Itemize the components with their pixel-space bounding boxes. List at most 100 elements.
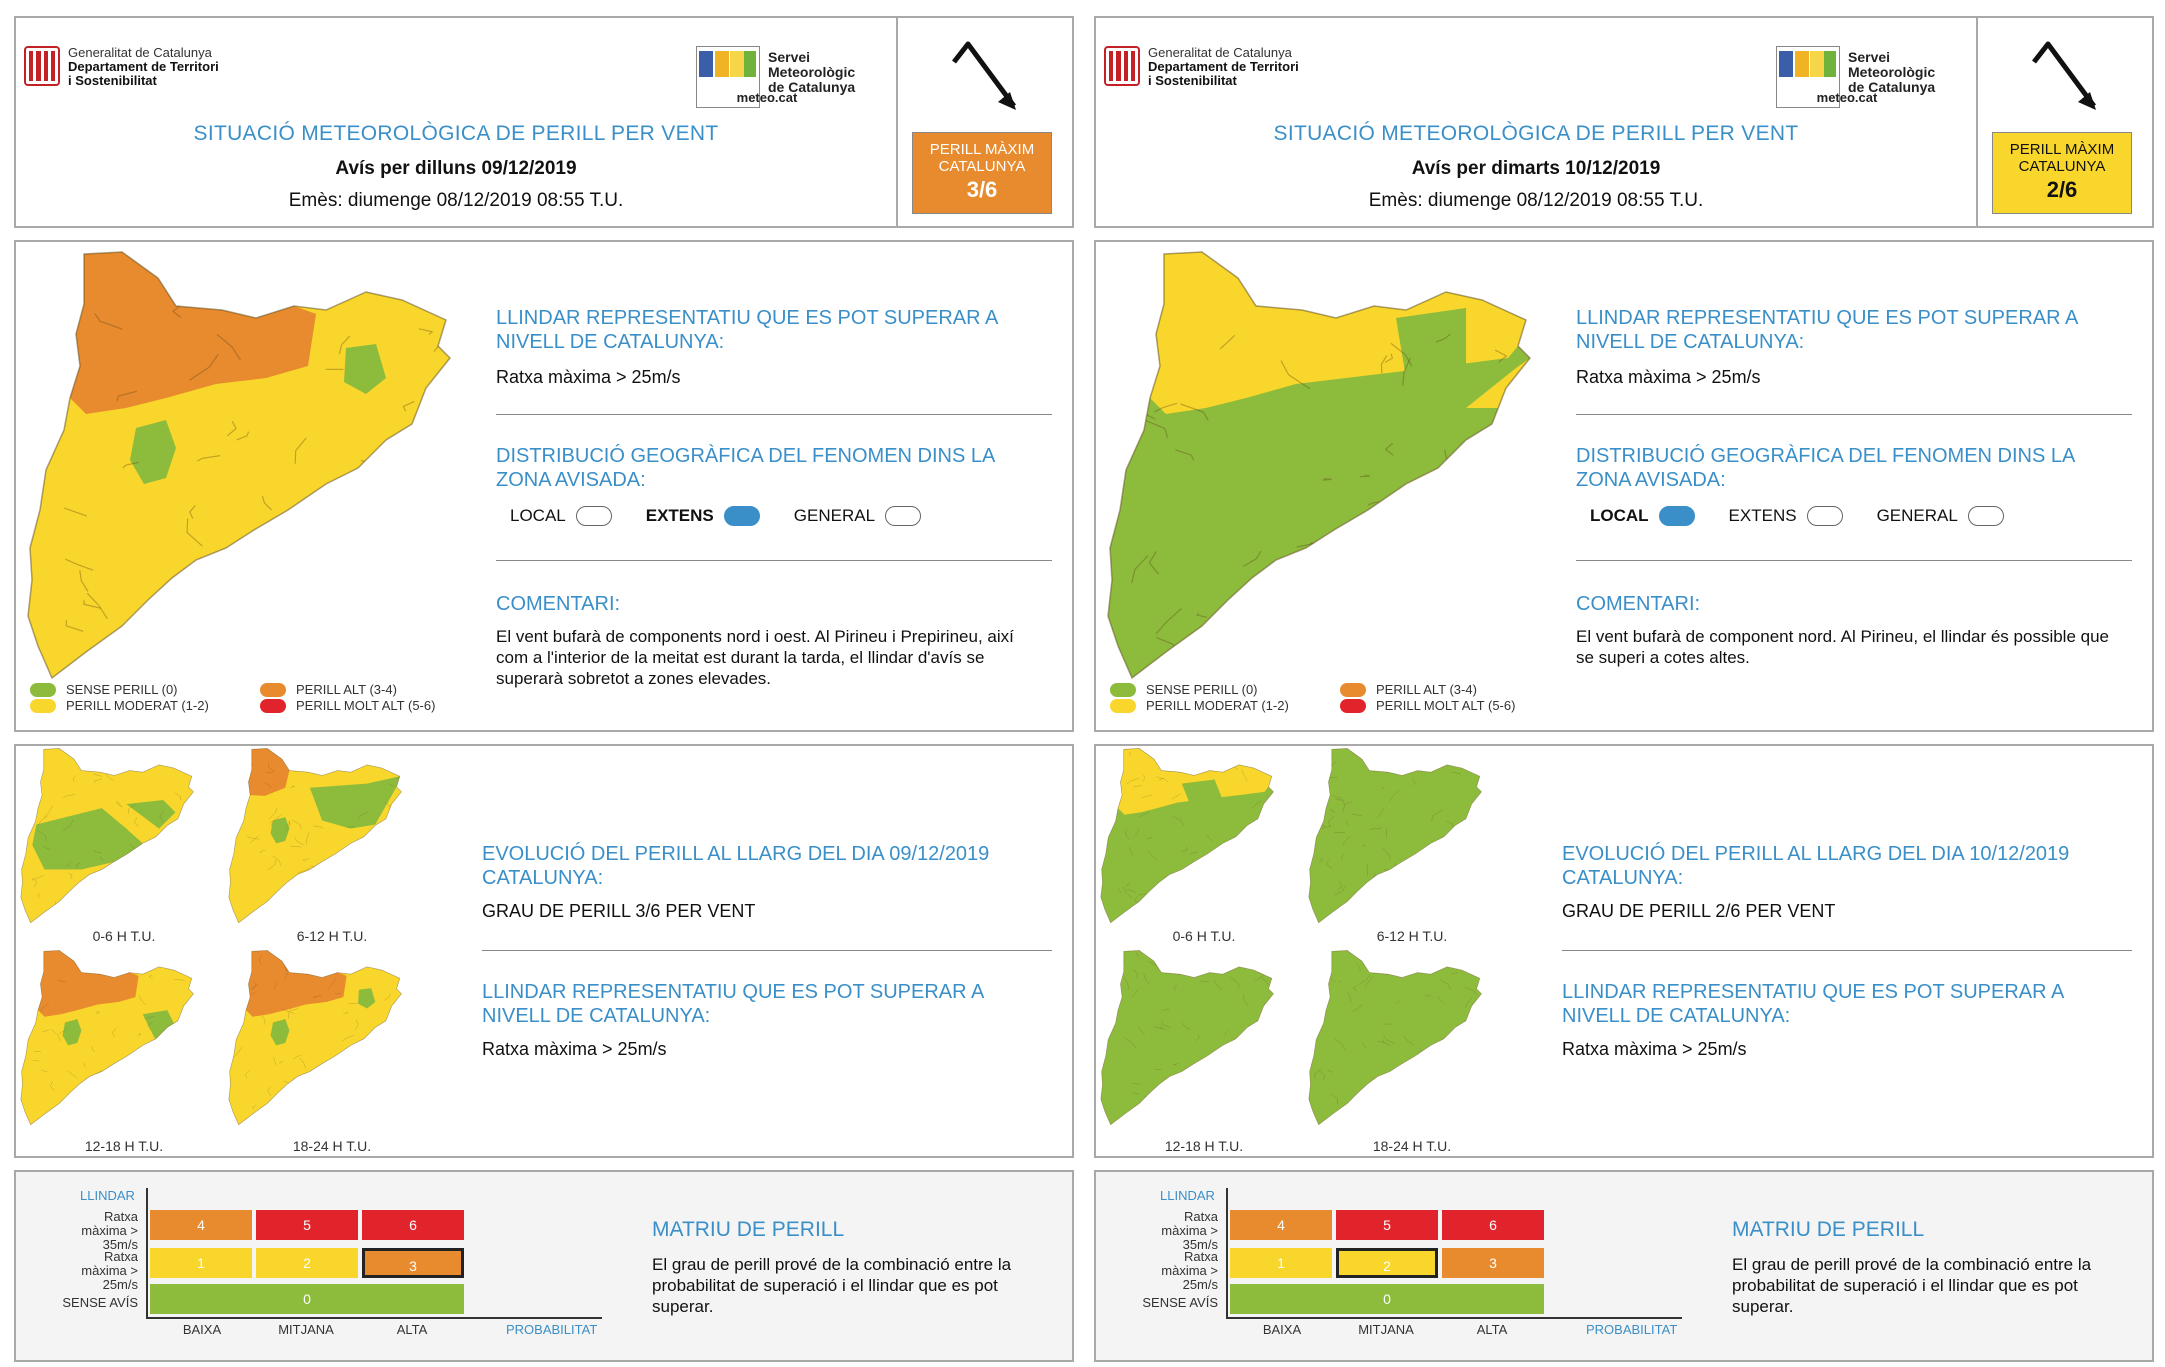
warning-date: Avís per dilluns 09/12/2019: [335, 158, 577, 179]
county-border: [383, 993, 391, 1001]
county-border: [1156, 776, 1169, 783]
county-border: [1464, 987, 1477, 995]
county-border: [93, 1116, 99, 1125]
county-border: [71, 1093, 75, 1099]
gencat-line-2: Departament de Territori: [68, 59, 219, 74]
county-border: [1487, 505, 1513, 508]
county-border: [1280, 360, 1311, 390]
county-border: [1180, 846, 1188, 853]
county-border: [1353, 1096, 1365, 1101]
county-border: [65, 620, 84, 632]
county-border: [293, 595, 307, 621]
county-border: [1113, 261, 1132, 273]
threshold-text: Ratxa màxima > 25m/s: [496, 367, 681, 387]
county-border: [1147, 850, 1158, 861]
county-border: [159, 810, 165, 822]
matrix-y-axis: [1226, 1188, 1228, 1319]
distribution-options: LOCAL EXTENS GENERAL: [510, 506, 955, 526]
legend-alt: PERILL ALT (3-4): [1376, 682, 1477, 697]
county-border: [1453, 1055, 1461, 1065]
county-border: [143, 622, 165, 639]
region-green: [126, 800, 176, 829]
county-border: [268, 807, 278, 820]
county-border: [1138, 1026, 1145, 1035]
county-border: [1206, 834, 1213, 842]
meteocat-logo-icon: meteo.cat: [1776, 46, 1877, 108]
county-border: [1384, 442, 1394, 456]
county-border: [352, 859, 356, 871]
county-border: [174, 979, 185, 981]
county-border: [1361, 1042, 1367, 1049]
county-border: [100, 856, 105, 861]
county-border: [1446, 1045, 1452, 1050]
county-border: [110, 879, 123, 891]
county-border: [1329, 266, 1347, 282]
max-danger-label-2: CATALUNYA: [938, 158, 1026, 175]
matrix-row-35: Ratxa màxima > 35m/s: [81, 1209, 138, 1252]
divider: [1576, 414, 2132, 415]
meteocat-caption: meteo.cat: [736, 90, 798, 105]
meteocat-logo-icon: meteo.cat: [696, 46, 797, 108]
county-border: [1123, 977, 1130, 989]
county-border: [147, 1021, 153, 1030]
county-border: [1185, 1067, 1198, 1075]
county-border: [1154, 402, 1178, 413]
county-border: [1343, 801, 1353, 805]
max-danger-level: 3/6: [966, 177, 998, 202]
county-border: [366, 1037, 370, 1039]
county-border: [148, 974, 153, 979]
county-border: [1317, 964, 1324, 976]
county-border: [92, 1088, 100, 1096]
county-border: [1164, 904, 1176, 907]
region-orange: [246, 950, 347, 1017]
county-border: [251, 983, 259, 990]
smc-line-2: Meteorològic: [768, 64, 856, 80]
meteocat-caption: meteo.cat: [1816, 90, 1878, 105]
county-border: [1132, 829, 1139, 839]
evolution-text: GRAU DE PERILL 2/6 PER VENT: [1562, 901, 1836, 921]
county-border: [246, 750, 252, 756]
county-border: [1269, 1056, 1273, 1058]
county-border: [134, 817, 139, 828]
county-border: [294, 437, 307, 464]
county-border: [1311, 797, 1321, 807]
county-border: [65, 558, 94, 571]
county-border: [1439, 978, 1451, 991]
matrix-text: El grau de perill prové de la combinació…: [1732, 1255, 2092, 1316]
county-border: [298, 1115, 310, 1118]
county-border: [93, 778, 102, 784]
catalonia-danger-map: [1107, 251, 1532, 680]
county-border: [1212, 1060, 1220, 1063]
smc-brand: meteo.cat Servei Meteorològic de Catalun…: [1776, 46, 1935, 108]
matrix-prob-label: PROBABILITAT: [506, 1322, 598, 1337]
county-border: [1330, 808, 1336, 813]
county-border: [1148, 551, 1160, 575]
county-border: [134, 1080, 137, 1088]
county-border: [268, 763, 275, 772]
county-border: [1161, 1008, 1170, 1011]
county-border: [1209, 853, 1217, 860]
county-border: [1339, 980, 1342, 983]
county-border: [226, 420, 237, 437]
county-border: [1364, 975, 1374, 988]
region-orange: [70, 252, 316, 414]
county-border: [1159, 778, 1164, 781]
county-border: [42, 846, 51, 850]
region-outline: [228, 950, 402, 1126]
county-border: [319, 1098, 327, 1106]
county-border: [1126, 888, 1136, 893]
map-box: SENSE PERILL (0) PERILL MODERAT (1-2) PE…: [14, 240, 1074, 732]
map-box: SENSE PERILL (0) PERILL MODERAT (1-2) PE…: [1094, 240, 2154, 732]
comment-heading: COMENTARI:: [496, 593, 621, 615]
county-border: [1347, 992, 1351, 1003]
county-border: [1243, 994, 1249, 1007]
county-border: [1395, 999, 1401, 1005]
county-border: [273, 619, 288, 649]
county-border: [1451, 771, 1461, 775]
county-border: [402, 400, 415, 412]
county-border: [1247, 260, 1272, 271]
county-border: [1248, 842, 1254, 855]
county-border: [26, 805, 36, 810]
warning-date: Avís per dimarts 10/12/2019: [1411, 158, 1661, 179]
county-border: [1258, 961, 1266, 974]
